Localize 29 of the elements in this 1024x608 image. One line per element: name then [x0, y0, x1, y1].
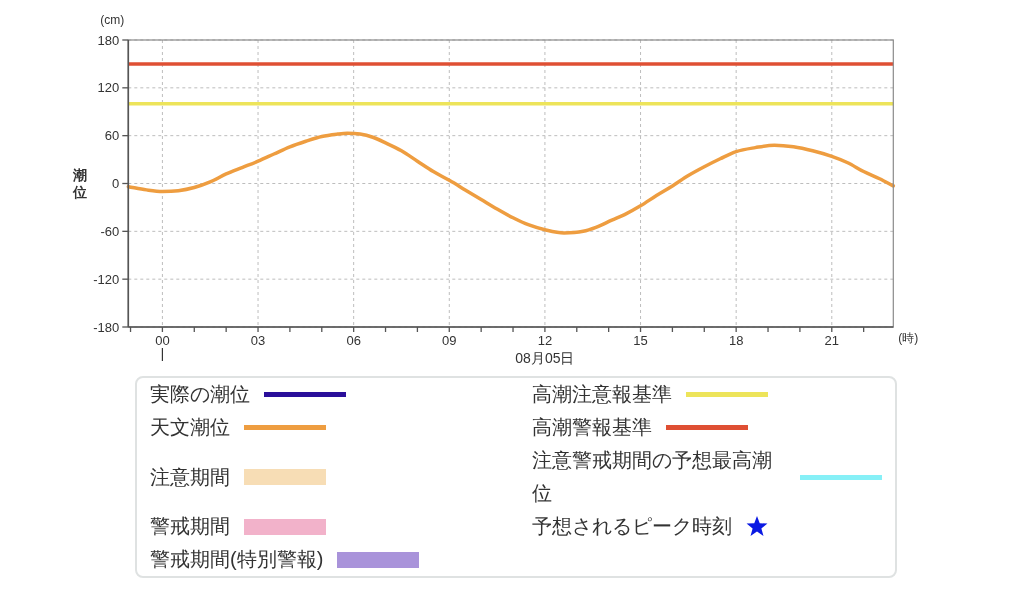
- legend-label: 予想されるピーク時刻: [532, 514, 732, 539]
- legend-label: 注意警戒期間の予想最高潮位: [532, 448, 773, 506]
- y-tick-label: 60: [104, 128, 120, 144]
- y-tick-label: -180: [93, 319, 120, 335]
- x-tick-label: 12: [537, 333, 553, 348]
- y-tick-label: -60: [100, 223, 120, 239]
- line-series: [126, 131, 896, 235]
- y-tick-label: 120: [97, 80, 120, 96]
- text: (cm): [100, 13, 125, 27]
- legend-label: 警戒期間(特別警報): [150, 547, 324, 572]
- y-tick-label: -120: [93, 271, 120, 287]
- legend-label: 注意期間: [150, 464, 230, 490]
- legend-label: 高潮注意報基準: [532, 382, 672, 407]
- text: 08月05日: [515, 350, 575, 366]
- y-tick-label: 0: [112, 176, 120, 191]
- x-axis-title: (時): [898, 331, 919, 345]
- x-tick-label: 09: [442, 333, 457, 348]
- y-tick-label: 180: [97, 32, 120, 48]
- legend-label: 実際の潮位: [150, 382, 250, 407]
- y-axis-title: 潮位: [72, 167, 87, 200]
- x-tick-label: 15: [633, 333, 648, 348]
- x-tick-label: 21: [824, 333, 840, 348]
- legend-label: 天文潮位: [150, 415, 230, 440]
- legend-label: 高潮警報基準: [532, 415, 652, 440]
- legend-label: 警戒期間: [150, 514, 230, 539]
- x-tick-label: 03: [250, 333, 266, 348]
- x-tick-label: 06: [346, 333, 361, 348]
- x-tick-label: 00: [155, 333, 170, 348]
- x-tick-label: 18: [728, 333, 744, 348]
